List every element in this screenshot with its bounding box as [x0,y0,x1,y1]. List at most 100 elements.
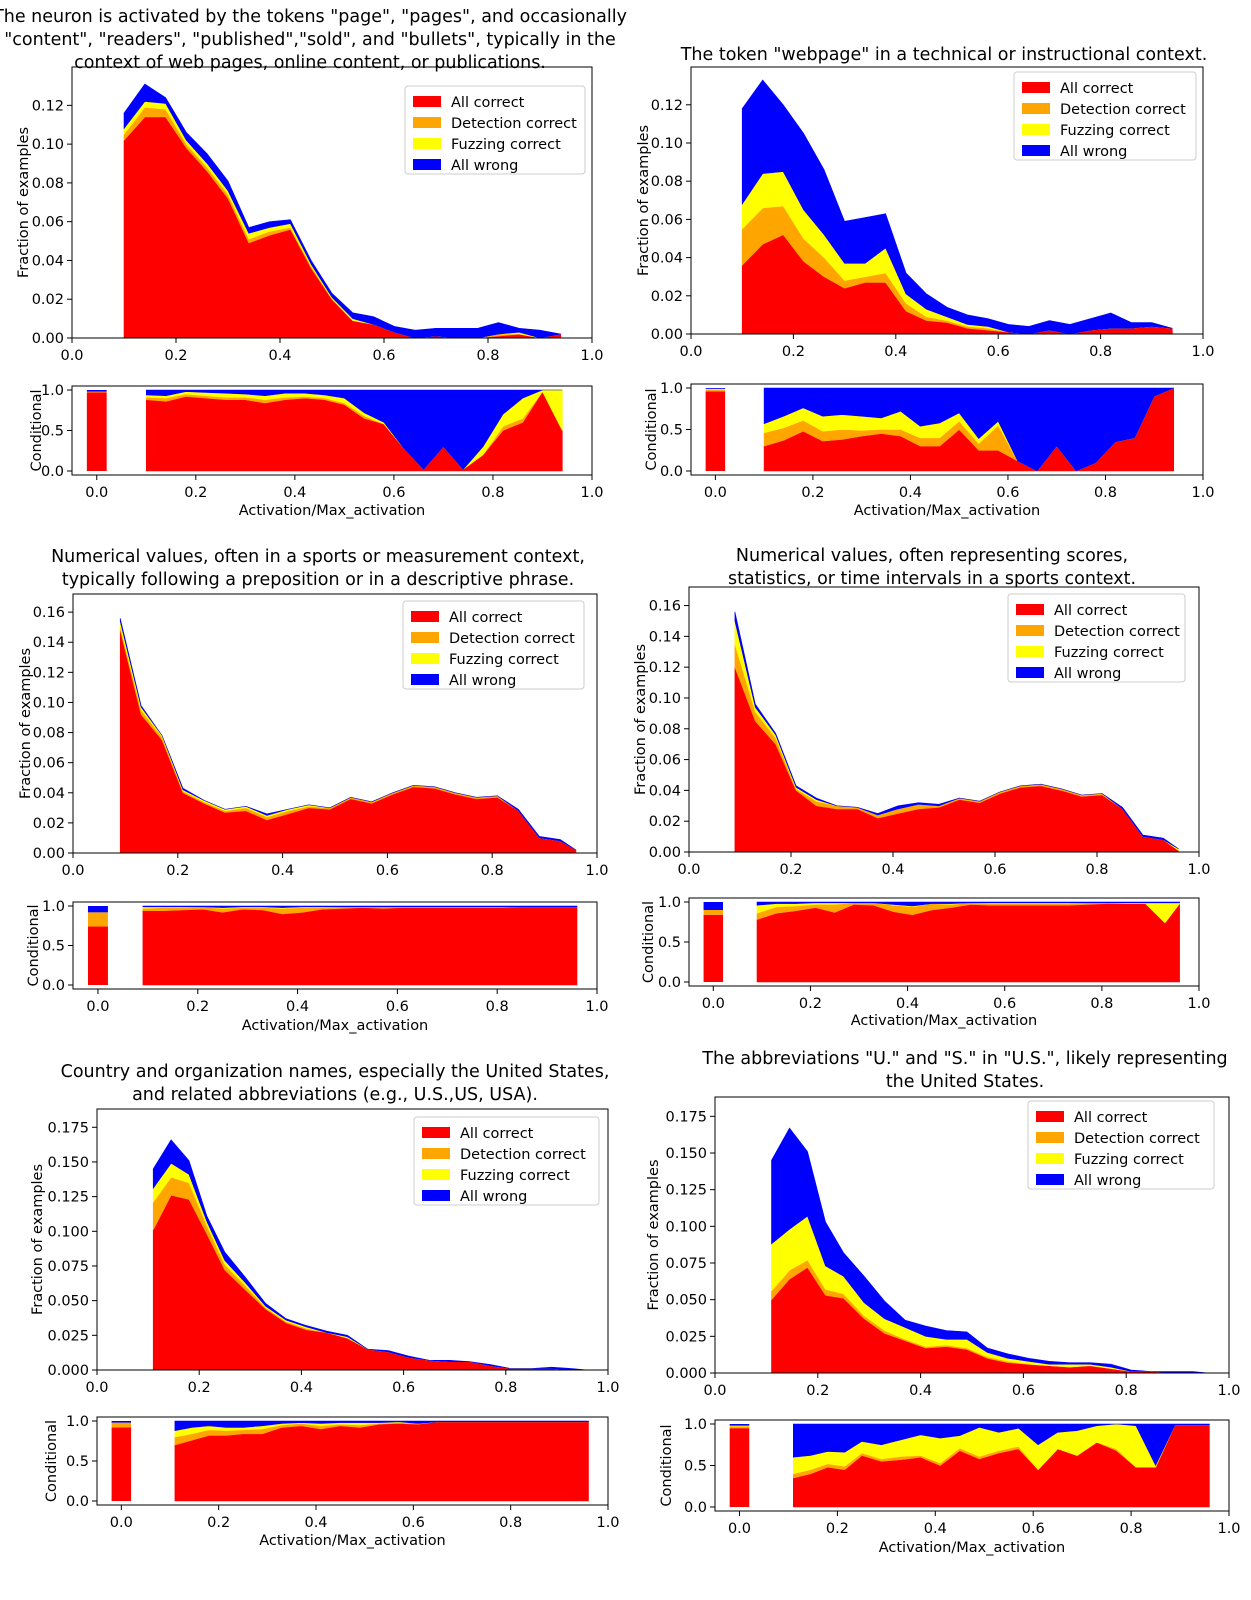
legend-label-fuzzing-correct: Fuzzing correct [1074,1152,1184,1168]
x-tick-label: 1.0 [585,863,608,879]
conditional-x-tick-label: 0.6 [382,485,405,501]
legend-box [404,85,586,175]
x-axis-label: Activation/Max_activation [879,1540,1066,1556]
legend-swatch-all-correct [422,1127,450,1138]
x-axis-label: Activation/Max_activation [851,1013,1038,1029]
conditional-y-tick-label: 0.5 [658,935,681,951]
conditional-x-tick-label: 0.0 [728,1521,751,1537]
legend-label-all-wrong: All wrong [449,673,516,689]
y-tick-label: 0.075 [665,1256,707,1272]
conditional-x-tick-label: 0.2 [826,1521,849,1537]
legend: All correct Detection correct Fuzzing corr… [1027,1100,1215,1190]
plot-frame [690,66,1204,335]
x-tick-label: 0.2 [806,1383,829,1399]
x-tick-label: 0.0 [61,863,84,879]
y-tick-label: 0.125 [665,1183,707,1199]
x-axis-label: Activation/Max_activation [242,1018,429,1034]
conditional-x-tick-label: 0.8 [481,485,504,501]
conditional-y-tick-label: 1.0 [658,895,681,911]
chart-title-line: Numerical values, often representing sco… [736,546,1128,566]
conditional-x-tick-label: 0.2 [799,996,822,1012]
y-tick-label: 0.10 [33,695,65,711]
x-tick-label: 0.6 [987,344,1010,360]
legend-label-all-wrong: All wrong [460,1189,527,1205]
y-tick-label: 0.14 [33,635,65,651]
conditional-y-axis-label: Conditional [26,904,42,986]
legend: All correct Detection correct Fuzzing corr… [413,1116,600,1206]
legend-swatch-fuzzing-correct [1016,646,1044,657]
y-tick-label: 0.06 [651,212,683,228]
conditional-y-axis-label: Conditional [44,1420,60,1502]
conditional-x-tick-label: 0.6 [996,485,1019,501]
zero-bar-all-wrong-segment [87,906,108,913]
conditional4-all-correct-area [756,902,1180,983]
chart-title-line: context of web pages, online content, or… [74,53,546,73]
conditional-y-tick-label: 1.0 [42,899,65,915]
chart-panel-5: Country and organization names, especial… [30,1062,620,1549]
x-tick-label: 1.0 [1217,1383,1240,1399]
conditional-x-tick-label: 0.2 [801,485,824,501]
y-tick-label: 0.00 [33,846,65,862]
zero-bar-detection-correct-segment [87,912,108,927]
x-tick-label: 0.2 [779,862,802,878]
conditional-x-tick-label: 0.0 [704,485,727,501]
plot-frame [96,1108,609,1371]
y-tick-label: 0.025 [47,1328,89,1344]
conditional-x-tick-label: 0.6 [1022,1521,1045,1537]
legend-label-all-wrong: All wrong [1060,144,1127,160]
conditional-x-tick-label: 0.6 [386,999,409,1015]
y-tick-label: 0.12 [33,665,65,681]
conditional-y-tick-label: 0.0 [684,1500,707,1516]
legend-box [1027,1100,1215,1190]
plot-frame [714,1096,1230,1374]
conditional1-all-wrong-area [146,389,563,470]
conditional-x-tick-label: 1.0 [596,1515,619,1531]
conditional-x-tick-label: 0.6 [993,996,1016,1012]
x-tick-label: 1.0 [580,348,603,364]
y-tick-label: 0.12 [32,98,64,114]
conditional2-all-wrong-area [763,387,1174,472]
x-tick-label: 0.2 [164,348,187,364]
chart-title-line: The abbreviations "U." and "S." in "U.S.… [701,1049,1227,1069]
chart5-all-correct-area [152,1194,588,1371]
conditional-y-tick-label: 0.0 [66,1494,89,1510]
y-tick-label: 0.06 [33,756,65,772]
y-tick-label: 0.10 [651,136,683,152]
zero-bar-detection-correct-segment [703,910,723,915]
x-axis-label: Activation/Max_activation [259,1533,446,1549]
zero-bar-detection-correct-segment [729,1426,750,1429]
conditional-x-tick-label: 1.0 [1187,996,1210,1012]
x-tick-label: 0.6 [376,863,399,879]
x-tick-label: 1.0 [1187,862,1210,878]
y-tick-label: 0.125 [47,1190,89,1206]
conditional-x-tick-label: 0.8 [1120,1521,1143,1537]
legend-label-fuzzing-correct: Fuzzing correct [1060,123,1170,139]
y-tick-label: 0.08 [651,174,683,190]
chart-panel-4: Numerical values, often representing sco… [633,546,1211,1029]
chart-panel-1: The neuron is activated by the tokens "p… [0,7,627,519]
legend-label-detection-correct: Detection correct [449,631,575,647]
conditional-subplot: 0.00.51.00.0 0.2 0.4 0.6 0.8 1.0ConditionalAc… [44,1414,620,1549]
conditional-x-tick-label: 1.0 [585,999,608,1015]
zero-bar-all-correct-segment [87,926,108,985]
legend-swatch-detection-correct [413,117,441,128]
conditional-subplot: 0.00.51.00.0 0.2 0.4 0.6 0.8 1.0ConditionalAc… [29,383,604,519]
chart1-all-wrong-area [123,83,561,339]
chart4-all-correct-area [734,667,1179,853]
legend-box [1007,593,1186,683]
x-tick-label: 0.4 [271,863,294,879]
zero-bar-all-correct-segment [111,1427,132,1501]
zero-bar-all-wrong-segment [705,388,726,389]
y-tick-label: 0.02 [651,289,683,305]
legend: All correct Detection correct Fuzzing corr… [404,85,586,175]
x-tick-label: 0.8 [481,863,504,879]
legend-swatch-all-wrong [1036,1174,1064,1185]
chart2-all-wrong-area [741,79,1173,335]
x-tick-label: 0.8 [1115,1383,1138,1399]
legend-label-detection-correct: Detection correct [460,1147,586,1163]
zero-bar-all-correct-segment [703,914,723,982]
y-tick-label: 0.12 [651,98,683,114]
conditional-x-tick-label: 0.2 [207,1515,230,1531]
y-tick-label: 0.075 [47,1259,89,1275]
